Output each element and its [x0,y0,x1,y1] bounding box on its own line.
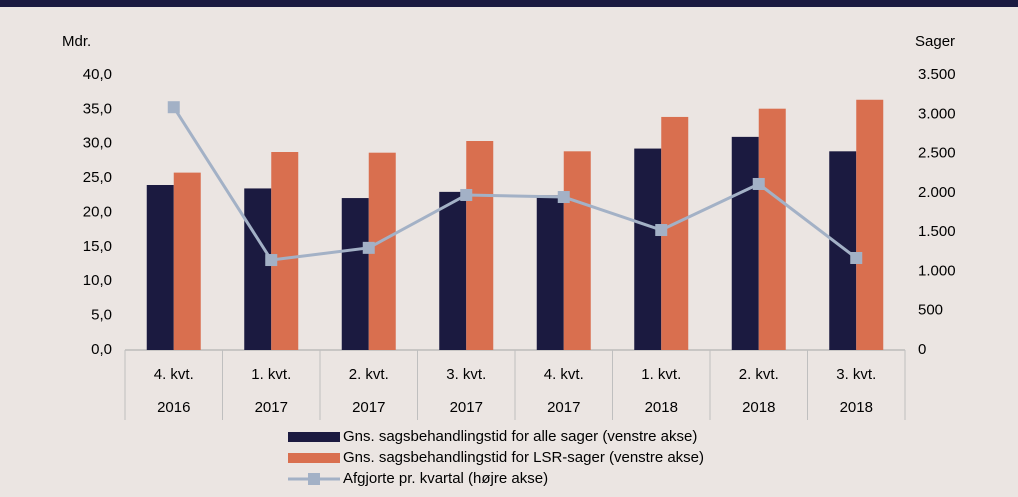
bar [856,99,884,350]
y-tick-label: 40,0 [83,66,112,83]
line-marker [850,251,863,264]
line-marker [655,224,668,237]
bar [829,151,857,350]
x-tick-label: 1. kvt. [641,366,681,383]
bar [563,151,591,350]
line-marker [265,254,278,267]
x-tick-year: 2018 [742,399,775,416]
y-tick-label: 25,0 [83,169,112,186]
legend-label: Afgjorte pr. kvartal (højre akse) [343,470,548,487]
legend-marker [308,473,320,485]
y-axis-label: Mdr. [62,33,91,50]
bar [731,136,759,350]
y2-tick-label: 1.000 [918,262,956,279]
y2-tick-label: 500 [918,302,943,319]
y2-axis-label: Sager [915,33,955,50]
bar [634,148,662,350]
legend-label: Gns. sagsbehandlingstid for alle sager (… [343,428,697,445]
line-marker [167,101,180,114]
y-tick-label: 10,0 [83,272,112,289]
y-tick-label: 0,0 [91,341,112,358]
bar [271,152,299,350]
x-tick-year: 2017 [547,399,580,416]
x-tick-label: 2. kvt. [739,366,779,383]
bar [341,198,369,350]
x-tick-year: 2018 [840,399,873,416]
bar [244,188,272,350]
y-tick-label: 5,0 [91,307,112,324]
y2-tick-label: 3.000 [918,105,956,122]
bar [439,191,467,350]
legend-label: Gns. sagsbehandlingstid for LSR-sager (v… [343,449,704,466]
bar [146,185,174,350]
x-tick-label: 3. kvt. [836,366,876,383]
y-tick-label: 20,0 [83,203,112,220]
bar [173,172,201,350]
x-tick-year: 2018 [645,399,678,416]
line-marker [557,191,570,204]
x-tick-label: 1. kvt. [251,366,291,383]
x-tick-year: 2017 [255,399,288,416]
y-tick-label: 30,0 [83,135,112,152]
y2-tick-label: 2.000 [918,184,956,201]
line-marker [752,177,765,190]
y2-tick-label: 3.500 [918,66,956,83]
bar [536,195,564,350]
bar [758,108,786,350]
x-tick-label: 4. kvt. [154,366,194,383]
y2-tick-label: 1.500 [918,223,956,240]
x-tick-year: 2017 [352,399,385,416]
y2-tick-label: 0 [918,341,926,358]
y-tick-label: 15,0 [83,238,112,255]
y-tick-label: 35,0 [83,100,112,117]
top-bar [0,0,1018,7]
x-tick-label: 4. kvt. [544,366,584,383]
y2-tick-label: 2.500 [918,145,956,162]
x-tick-label: 3. kvt. [446,366,486,383]
x-tick-year: 2016 [157,399,190,416]
bar [466,141,494,350]
x-tick-label: 2. kvt. [349,366,389,383]
x-tick-year: 2017 [450,399,483,416]
line-marker [460,188,473,201]
legend-swatch [288,432,340,442]
line-marker [362,241,375,254]
line [172,106,858,262]
legend-swatch [288,453,340,463]
